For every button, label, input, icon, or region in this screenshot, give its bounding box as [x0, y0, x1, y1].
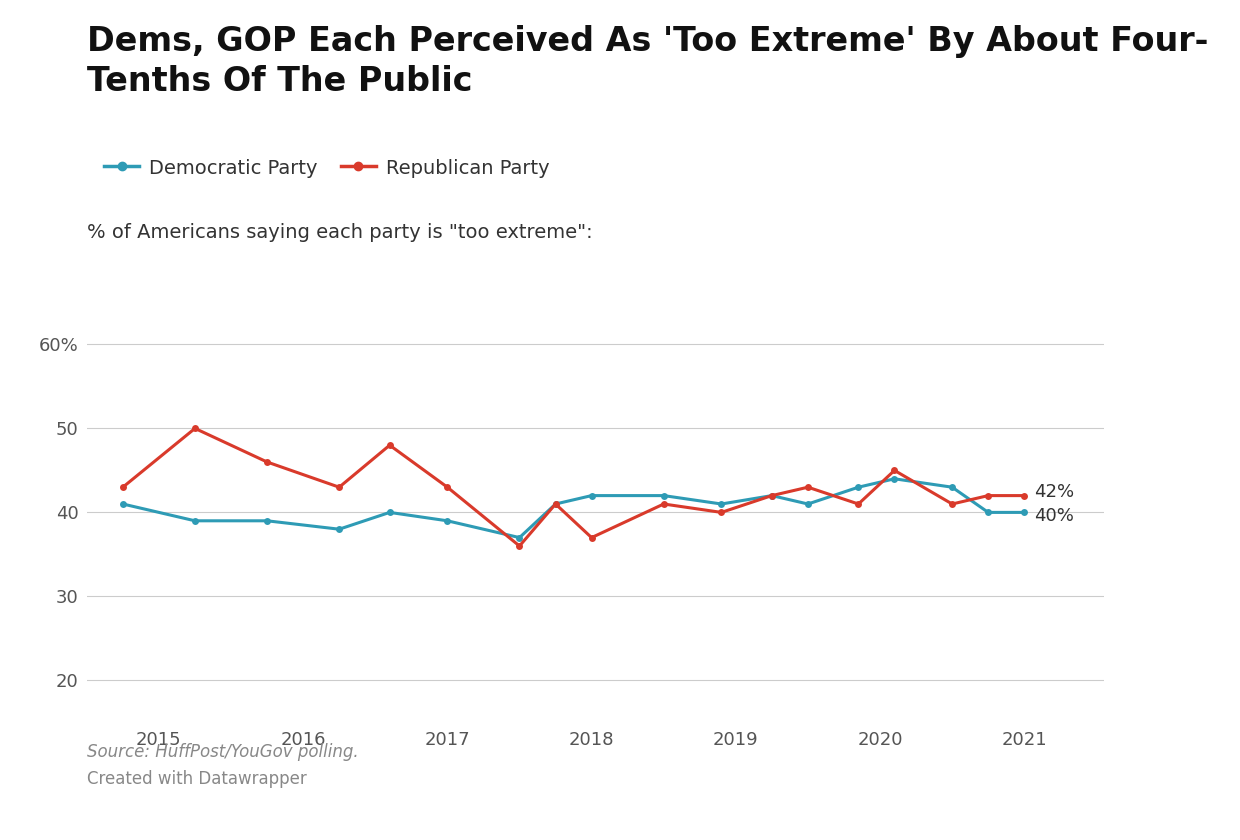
Text: Created with Datawrapper: Created with Datawrapper	[87, 770, 306, 788]
Text: % of Americans saying each party is "too extreme":: % of Americans saying each party is "too…	[87, 223, 593, 242]
Text: 40%: 40%	[1034, 507, 1074, 525]
Legend: Democratic Party, Republican Party: Democratic Party, Republican Party	[97, 150, 557, 186]
Text: Source: HuffPost/YouGov polling.: Source: HuffPost/YouGov polling.	[87, 743, 358, 761]
Text: 42%: 42%	[1034, 483, 1075, 501]
Text: Dems, GOP Each Perceived As 'Too Extreme' By About Four-
Tenths Of The Public: Dems, GOP Each Perceived As 'Too Extreme…	[87, 25, 1208, 97]
